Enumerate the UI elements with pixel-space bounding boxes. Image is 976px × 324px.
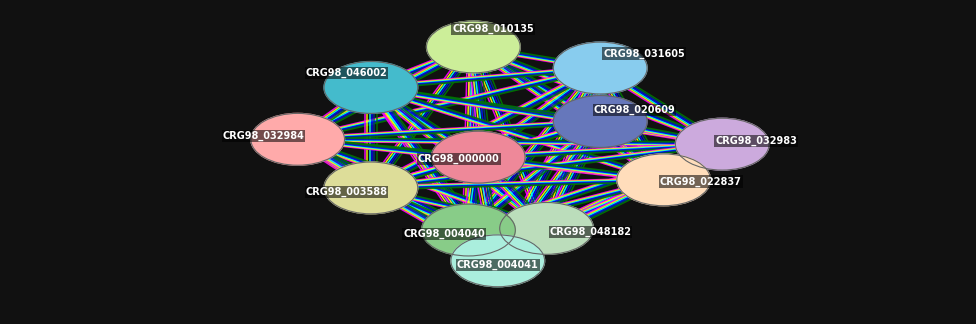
- Ellipse shape: [553, 96, 647, 147]
- Ellipse shape: [251, 113, 345, 165]
- Ellipse shape: [675, 118, 769, 170]
- Text: CRG98_004040: CRG98_004040: [403, 229, 485, 239]
- Ellipse shape: [500, 202, 593, 254]
- Text: CRG98_032983: CRG98_032983: [715, 136, 797, 146]
- Text: CRG98_000000: CRG98_000000: [418, 154, 500, 164]
- Text: CRG98_020609: CRG98_020609: [593, 105, 675, 115]
- Text: CRG98_003588: CRG98_003588: [305, 187, 387, 197]
- Text: CRG98_031605: CRG98_031605: [603, 48, 685, 59]
- Text: CRG98_022837: CRG98_022837: [660, 176, 742, 187]
- Text: CRG98_004041: CRG98_004041: [457, 260, 539, 270]
- Ellipse shape: [324, 162, 418, 214]
- Ellipse shape: [617, 154, 711, 206]
- Ellipse shape: [422, 204, 515, 256]
- Ellipse shape: [431, 131, 525, 183]
- Ellipse shape: [324, 62, 418, 113]
- Text: CRG98_046002: CRG98_046002: [305, 68, 387, 78]
- Ellipse shape: [451, 235, 545, 287]
- Ellipse shape: [553, 42, 647, 94]
- Text: CRG98_010135: CRG98_010135: [452, 24, 534, 34]
- Ellipse shape: [427, 21, 520, 73]
- Text: CRG98_048182: CRG98_048182: [549, 226, 631, 237]
- Text: CRG98_032984: CRG98_032984: [223, 131, 305, 141]
